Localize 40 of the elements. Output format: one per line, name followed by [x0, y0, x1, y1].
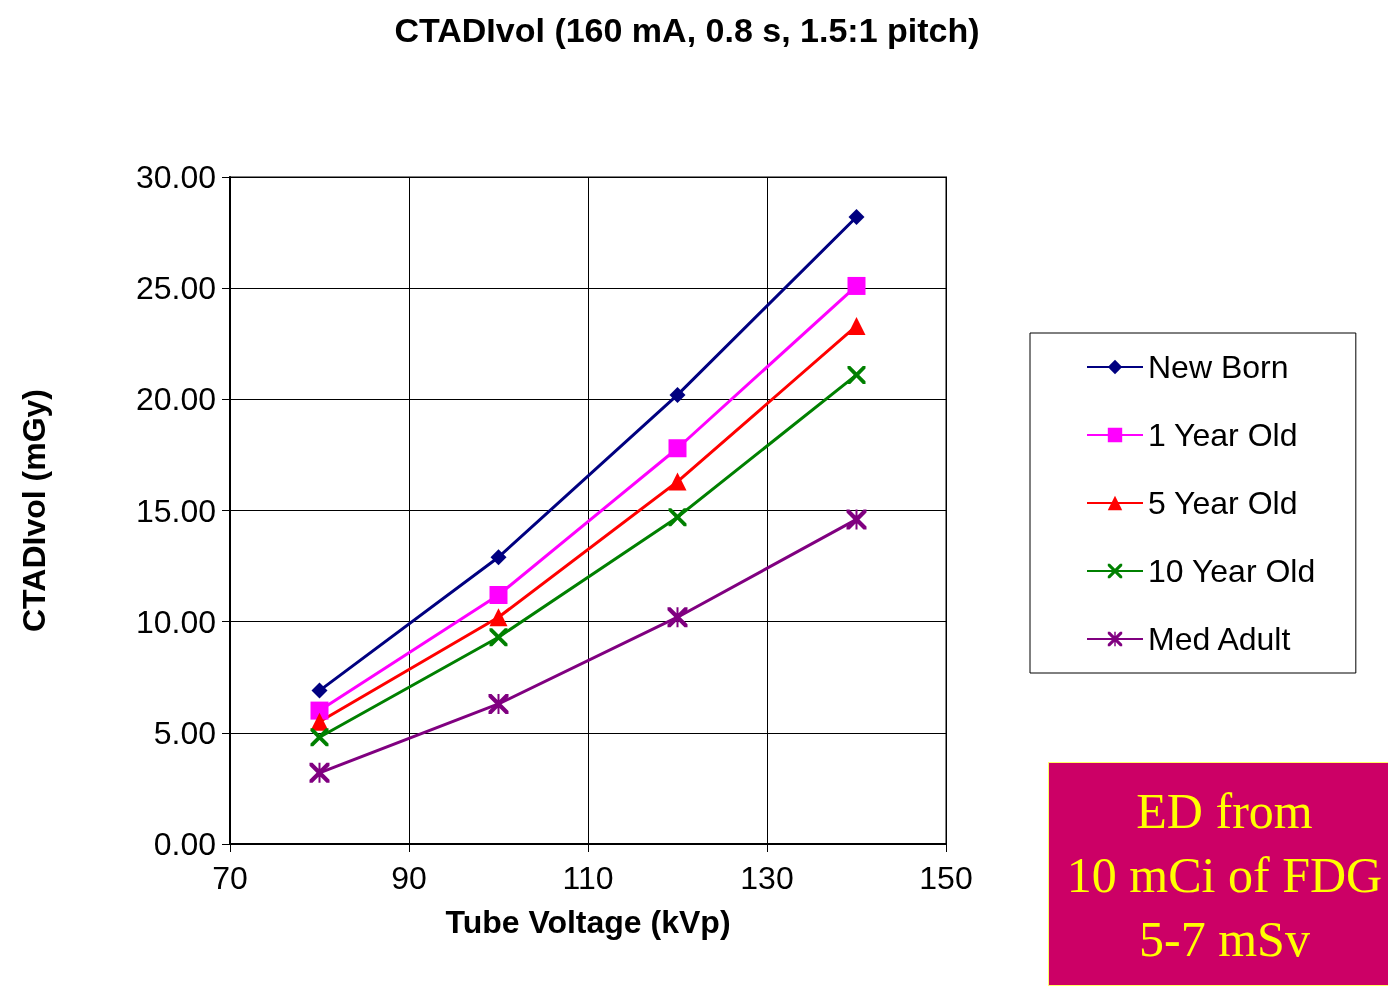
- y-tick-label: 15.00: [135, 492, 216, 529]
- point: [489, 608, 508, 627]
- text: ED from 10 mCi of FDG 5-7 mSv: [1066, 782, 1383, 967]
- legend-label: 5 Year Old: [1148, 485, 1298, 521]
- point: [667, 607, 688, 628]
- legend-label: 10 Year Old: [1148, 553, 1316, 589]
- point: [669, 386, 686, 403]
- y-tick-label: 25.00: [135, 270, 216, 307]
- point: [848, 209, 865, 226]
- point: [490, 549, 507, 566]
- point: [488, 693, 509, 714]
- y-tick-label: 0.00: [153, 826, 216, 862]
- x-tick-label: 90: [391, 860, 427, 896]
- point: [309, 762, 330, 783]
- point: [311, 682, 328, 699]
- y-tick-label: 10.00: [135, 603, 216, 640]
- x-tick-label: 150: [919, 860, 973, 896]
- x-tick-label: 130: [740, 860, 794, 896]
- point: [847, 365, 866, 384]
- point: [847, 276, 866, 295]
- point: [310, 728, 329, 747]
- y-tick-label: 5.00: [153, 714, 216, 751]
- point: [668, 508, 687, 527]
- x-tick-label: 70: [212, 860, 248, 896]
- chart-title: CTADIvol (160 mA, 0.8 s, 1.5:1 pitch): [394, 11, 980, 49]
- point: [489, 585, 508, 604]
- y-tick-label: 20.00: [135, 381, 216, 418]
- point: [847, 316, 866, 335]
- y-axis-title: CTADIvol (mGy): [16, 389, 52, 632]
- legend-label: New Born: [1148, 349, 1289, 385]
- point: [668, 439, 687, 458]
- x-axis-title: Tube Voltage (kVp): [445, 904, 731, 940]
- legend-label: Med Adult: [1148, 621, 1291, 657]
- x-tick-label: 110: [562, 860, 614, 896]
- point: [668, 472, 687, 491]
- y-tick-label: 30.00: [135, 159, 216, 195]
- point: [846, 509, 867, 530]
- legend-label: 1 Year Old: [1148, 417, 1298, 453]
- point: [310, 701, 329, 720]
- point: [489, 628, 508, 647]
